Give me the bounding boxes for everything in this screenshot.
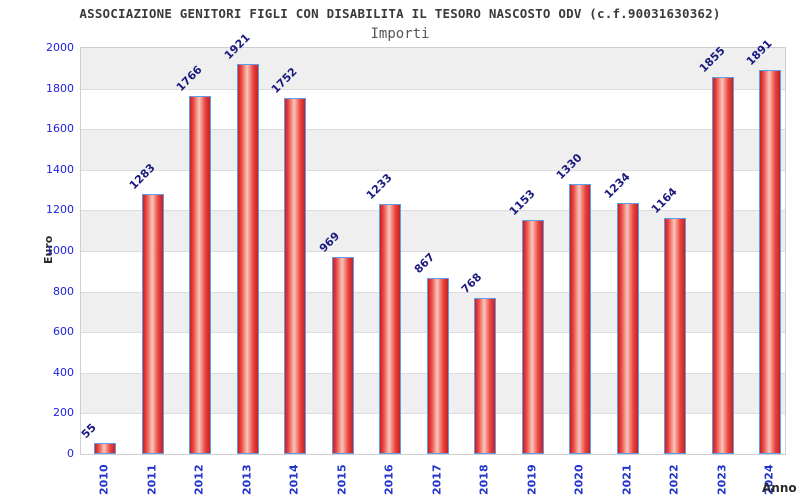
x-tick-label-2010: 2010 [97,464,111,496]
x-tick-label-2022: 2022 [667,464,681,496]
bar-2015: 969 [316,230,354,454]
grid-line [81,210,785,212]
y-tick-label: 0 [67,447,74,460]
x-axis-label: Anno [762,481,797,495]
x-tick-label-2020: 2020 [572,464,586,496]
x-tick-label-2011: 2011 [145,464,158,496]
y-tick-label: 1400 [46,162,74,176]
bar-2011: 1283 [126,161,164,454]
x-axis-ticks: 2010 2011 2012 2013 2014 2015 2016 2017 2018 2019… [80,461,786,499]
grid-line [81,129,785,131]
y-tick-label: 600 [53,325,74,339]
grid-line [81,251,785,252]
chart-subtitle: Importi [370,26,430,42]
x-tick-label-2013: 2013 [240,464,253,496]
grid-line [81,169,785,171]
x-tick-label-2018: 2018 [477,464,491,496]
y-tick-label: 1600 [46,122,74,136]
grid-band [81,88,785,130]
bar-2012: 1766 [174,63,211,454]
bar-2024: 1891 [744,37,781,454]
bar-2014: 1752 [269,65,306,454]
grid-band [81,48,785,89]
plot-area: 55 1283 1766 1921 1752 969 1233 867 768 1153 1330 1… [79,31,786,455]
x-tick-label-2023: 2023 [715,464,728,496]
x-tick-label-2019: 2019 [525,464,538,496]
y-tick-label: 400 [53,365,74,379]
bar-2018: 768 [459,271,496,454]
y-tick-label: 1800 [46,81,74,95]
bar-2013: 1921 [221,31,259,454]
x-tick-label-2012: 2012 [192,464,206,496]
x-tick-label-2016: 2016 [382,464,396,496]
bar-2022: 1164 [649,185,686,454]
grid-line [81,88,785,90]
grid-band [81,169,785,211]
chart-title: ASSOCIAZIONE GENITORI FIGLI CON DISABILI… [79,6,721,21]
bar-2020: 1330 [554,151,591,454]
bar-2021: 1234 [601,170,639,454]
x-tick-label-2015: 2015 [335,464,348,496]
x-tick-label-2017: 2017 [430,464,443,496]
y-tick-label: 800 [53,284,74,298]
x-tick-label-2014: 2014 [287,464,301,496]
grid-band [81,129,785,170]
y-tick-label: 1000 [46,244,74,257]
bar-2019: 1153 [506,187,544,454]
x-tick-label-2021: 2021 [620,464,633,496]
y-tick-label: 1200 [46,203,74,217]
bar-2017: 867 [411,251,449,454]
y-tick-label: 2000 [46,41,74,54]
bar-2016: 1233 [364,171,401,454]
y-tick-label: 200 [53,406,74,420]
bar-2010: 55 [79,421,116,454]
bar-2023: 1855 [696,44,734,454]
